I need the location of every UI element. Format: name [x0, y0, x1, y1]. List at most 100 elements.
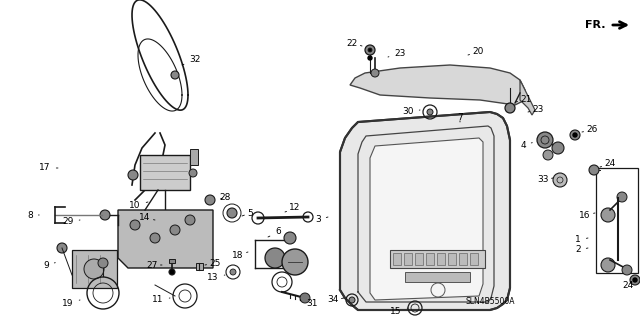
- Circle shape: [601, 258, 615, 272]
- Circle shape: [171, 71, 179, 79]
- Text: 9: 9: [43, 261, 55, 270]
- Circle shape: [368, 48, 372, 52]
- Text: 13: 13: [207, 273, 225, 283]
- Circle shape: [265, 248, 285, 268]
- Bar: [404, 253, 412, 265]
- Bar: [459, 253, 467, 265]
- Polygon shape: [520, 80, 535, 115]
- Bar: [393, 253, 401, 265]
- Text: SLN4B5500A: SLN4B5500A: [465, 298, 515, 307]
- Circle shape: [282, 249, 308, 275]
- Circle shape: [505, 103, 515, 113]
- Text: 23: 23: [528, 105, 544, 114]
- Bar: [415, 253, 423, 265]
- Circle shape: [633, 278, 637, 282]
- Text: 10: 10: [129, 201, 148, 210]
- Circle shape: [570, 130, 580, 140]
- Bar: [426, 253, 434, 265]
- Text: 27: 27: [147, 261, 162, 270]
- Text: 24: 24: [600, 160, 616, 168]
- Text: 4: 4: [520, 140, 532, 150]
- Circle shape: [371, 69, 379, 77]
- Circle shape: [185, 215, 195, 225]
- Bar: [405, 272, 470, 282]
- Text: 16: 16: [579, 211, 595, 219]
- Text: 28: 28: [220, 192, 230, 202]
- Circle shape: [98, 258, 108, 268]
- Text: 29: 29: [62, 218, 80, 226]
- Text: 32: 32: [182, 56, 201, 65]
- Polygon shape: [370, 138, 483, 300]
- Bar: [437, 253, 445, 265]
- Text: 8: 8: [27, 211, 39, 219]
- Polygon shape: [350, 65, 525, 105]
- Text: 26: 26: [582, 125, 598, 135]
- Text: FR.: FR.: [584, 20, 605, 30]
- Bar: [196, 263, 203, 270]
- Circle shape: [227, 208, 237, 218]
- Text: 11: 11: [152, 295, 170, 305]
- Text: 31: 31: [300, 299, 317, 308]
- Circle shape: [543, 150, 553, 160]
- Circle shape: [189, 169, 197, 177]
- Circle shape: [84, 259, 104, 279]
- Text: 30: 30: [403, 108, 420, 116]
- Bar: [190, 149, 198, 165]
- Bar: [596, 168, 638, 273]
- Circle shape: [365, 45, 375, 55]
- Bar: [169, 259, 175, 263]
- Circle shape: [601, 208, 615, 222]
- Bar: [390, 250, 485, 268]
- Text: 6: 6: [268, 227, 281, 237]
- Text: 3: 3: [315, 216, 328, 225]
- Circle shape: [537, 132, 553, 148]
- Polygon shape: [340, 112, 510, 310]
- Text: 24: 24: [622, 280, 634, 290]
- Circle shape: [349, 297, 355, 303]
- Circle shape: [284, 232, 296, 244]
- Polygon shape: [118, 210, 213, 268]
- Circle shape: [230, 269, 236, 275]
- Circle shape: [427, 109, 433, 115]
- Circle shape: [552, 142, 564, 154]
- Circle shape: [170, 225, 180, 235]
- Text: 25: 25: [205, 258, 221, 268]
- Text: 2: 2: [575, 246, 588, 255]
- Circle shape: [617, 192, 627, 202]
- Text: 17: 17: [39, 164, 58, 173]
- Circle shape: [128, 170, 138, 180]
- Circle shape: [622, 265, 632, 275]
- Circle shape: [573, 133, 577, 137]
- Text: 33: 33: [537, 175, 553, 184]
- Text: 5: 5: [242, 209, 253, 218]
- Text: 21: 21: [516, 94, 532, 103]
- Circle shape: [100, 210, 110, 220]
- Text: 15: 15: [390, 307, 408, 315]
- Text: 1: 1: [575, 235, 588, 244]
- Circle shape: [630, 275, 640, 285]
- Circle shape: [553, 173, 567, 187]
- Text: 18: 18: [232, 250, 248, 259]
- Text: 7: 7: [457, 114, 463, 122]
- Text: 14: 14: [140, 213, 155, 222]
- Circle shape: [205, 195, 215, 205]
- Circle shape: [150, 233, 160, 243]
- Bar: [448, 253, 456, 265]
- Text: 20: 20: [468, 48, 484, 56]
- Circle shape: [368, 56, 372, 60]
- Text: 23: 23: [388, 48, 406, 57]
- Circle shape: [161, 214, 169, 222]
- Text: 19: 19: [62, 299, 80, 308]
- Text: 34: 34: [327, 295, 344, 305]
- Text: 22: 22: [346, 39, 362, 48]
- Text: 12: 12: [285, 204, 301, 212]
- Circle shape: [57, 243, 67, 253]
- Bar: [140, 155, 190, 190]
- Circle shape: [589, 165, 599, 175]
- Circle shape: [300, 293, 310, 303]
- Circle shape: [169, 269, 175, 275]
- Circle shape: [130, 220, 140, 230]
- Circle shape: [170, 222, 176, 228]
- Bar: [72, 250, 117, 288]
- Bar: [470, 253, 478, 265]
